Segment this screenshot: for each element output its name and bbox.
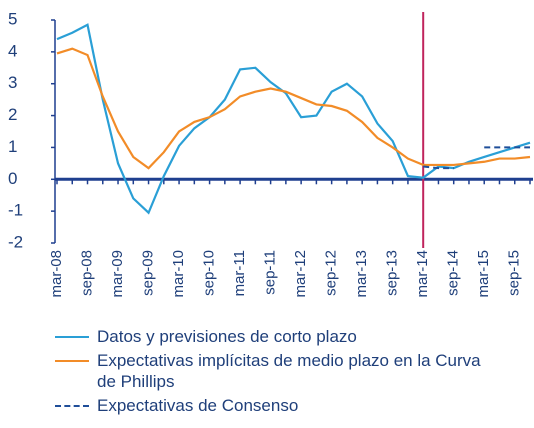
chart: -2 -1 0 1 2 3 4 5 mar-08 sep-08 mar-09 sep-09 mar-10…	[8, 9, 533, 298]
legend: Datos y previsiones de corto plazo Expect…	[55, 326, 525, 419]
y-tick-label: -1	[8, 201, 23, 220]
x-tick-label: sep-14	[445, 250, 462, 296]
x-tick-label: sep-12	[323, 250, 340, 296]
x-tick-label: mar-14	[414, 250, 431, 298]
y-tick-label: 5	[8, 9, 17, 28]
series-line	[423, 146, 530, 170]
x-tick-label: sep-10	[201, 250, 218, 296]
x-tick-label: mar-11	[231, 250, 248, 296]
series-line	[56, 23, 531, 215]
legend-swatch	[55, 360, 89, 362]
legend-swatch	[55, 336, 89, 338]
legend-entry: Expectativas implícitas de medio plazo e…	[55, 350, 525, 392]
x-tick-label: sep-15	[506, 250, 523, 296]
y-tick-label: 1	[8, 137, 17, 156]
y-tick-label: 3	[8, 73, 17, 92]
x-tick-label: mar-13	[353, 250, 370, 298]
y-tick-label: 2	[8, 105, 17, 124]
x-tick-label: sep-08	[78, 250, 95, 296]
legend-label: Datos y previsiones de corto plazo	[97, 327, 357, 346]
y-tick-label: 4	[8, 41, 17, 60]
x-tick-label: mar-12	[292, 250, 309, 298]
x-tick-label: mar-15	[475, 250, 492, 298]
x-tick-label: sep-11	[262, 250, 279, 295]
x-tick-label: mar-09	[109, 250, 126, 298]
y-tick-label: -2	[8, 232, 23, 251]
legend-label: Expectativas de Consenso	[97, 396, 299, 415]
legend-entry: Datos y previsiones de corto plazo	[55, 326, 525, 347]
x-tick-label: mar-08	[48, 250, 65, 298]
y-tick-label: 0	[8, 169, 17, 188]
legend-entry: Expectativas de Consenso	[55, 395, 525, 416]
legend-label: Expectativas implícitas de medio plazo e…	[97, 351, 481, 391]
series-line	[56, 47, 531, 170]
x-tick-label: sep-09	[140, 250, 157, 296]
x-tick-label: mar-10	[170, 250, 187, 298]
x-tick-label: sep-13	[384, 250, 401, 296]
legend-swatch	[55, 405, 89, 407]
